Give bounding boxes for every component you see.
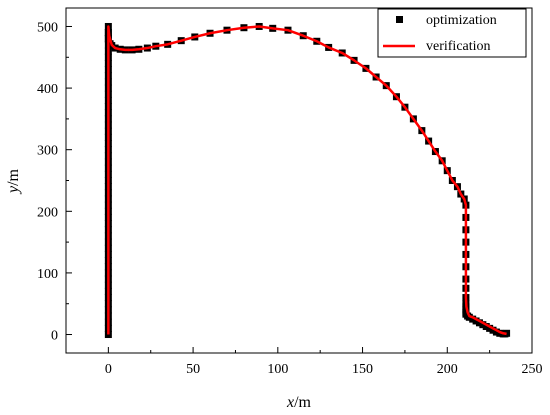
x-tick-label: 0: [105, 362, 112, 377]
x-tick-label: 200: [437, 362, 458, 377]
legend: optimization verification: [377, 8, 527, 58]
y-axis-label: y/m: [5, 168, 22, 195]
x-axis-label: x/m: [286, 394, 312, 411]
y-axis-unit: /m: [5, 168, 22, 185]
x-axis-var: x: [286, 394, 294, 411]
legend-marker-optimization: [396, 16, 403, 23]
x-tick-label: 250: [522, 362, 543, 377]
x-axis-unit: /m: [294, 394, 311, 411]
x-tick-label: 100: [267, 362, 288, 377]
x-tick-label: 150: [352, 362, 373, 377]
legend-label-verification: verification: [426, 39, 491, 54]
series-layer: [104, 22, 511, 339]
series-optimization: [104, 22, 511, 339]
y-tick-label: 400: [37, 82, 58, 97]
y-tick-label: 300: [37, 144, 58, 159]
y-tick-label: 0: [51, 329, 58, 344]
series-verification-line: [107, 25, 507, 336]
x-tick-label: 50: [186, 362, 200, 377]
legend-label-optimization: optimization: [426, 13, 497, 28]
y-tick-label: 100: [37, 267, 58, 282]
y-tick-label: 200: [37, 205, 58, 220]
plot-frame: [65, 7, 533, 354]
tick-layer: 0 50 100 150 200 250 0 100 200 300 400 500: [37, 20, 543, 377]
legend-box: [377, 8, 527, 58]
y-tick-label: 500: [37, 20, 58, 35]
y-axis-var: y: [5, 185, 22, 195]
